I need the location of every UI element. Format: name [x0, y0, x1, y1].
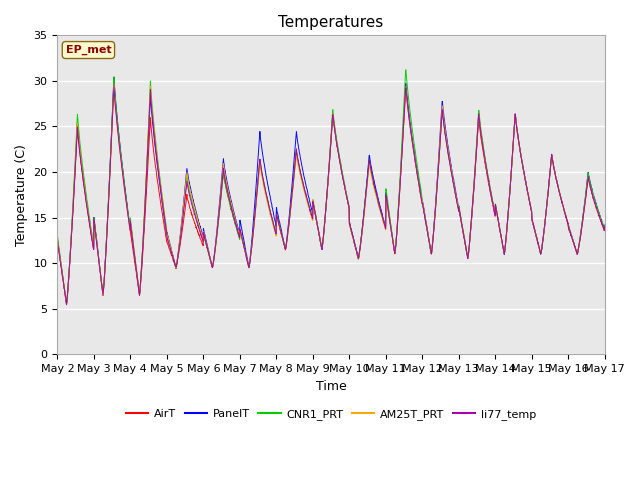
X-axis label: Time: Time [316, 380, 346, 393]
Text: EP_met: EP_met [66, 45, 111, 55]
Legend: AirT, PanelT, CNR1_PRT, AM25T_PRT, li77_temp: AirT, PanelT, CNR1_PRT, AM25T_PRT, li77_… [122, 405, 541, 424]
Title: Temperatures: Temperatures [278, 15, 383, 30]
Y-axis label: Temperature (C): Temperature (C) [15, 144, 28, 246]
